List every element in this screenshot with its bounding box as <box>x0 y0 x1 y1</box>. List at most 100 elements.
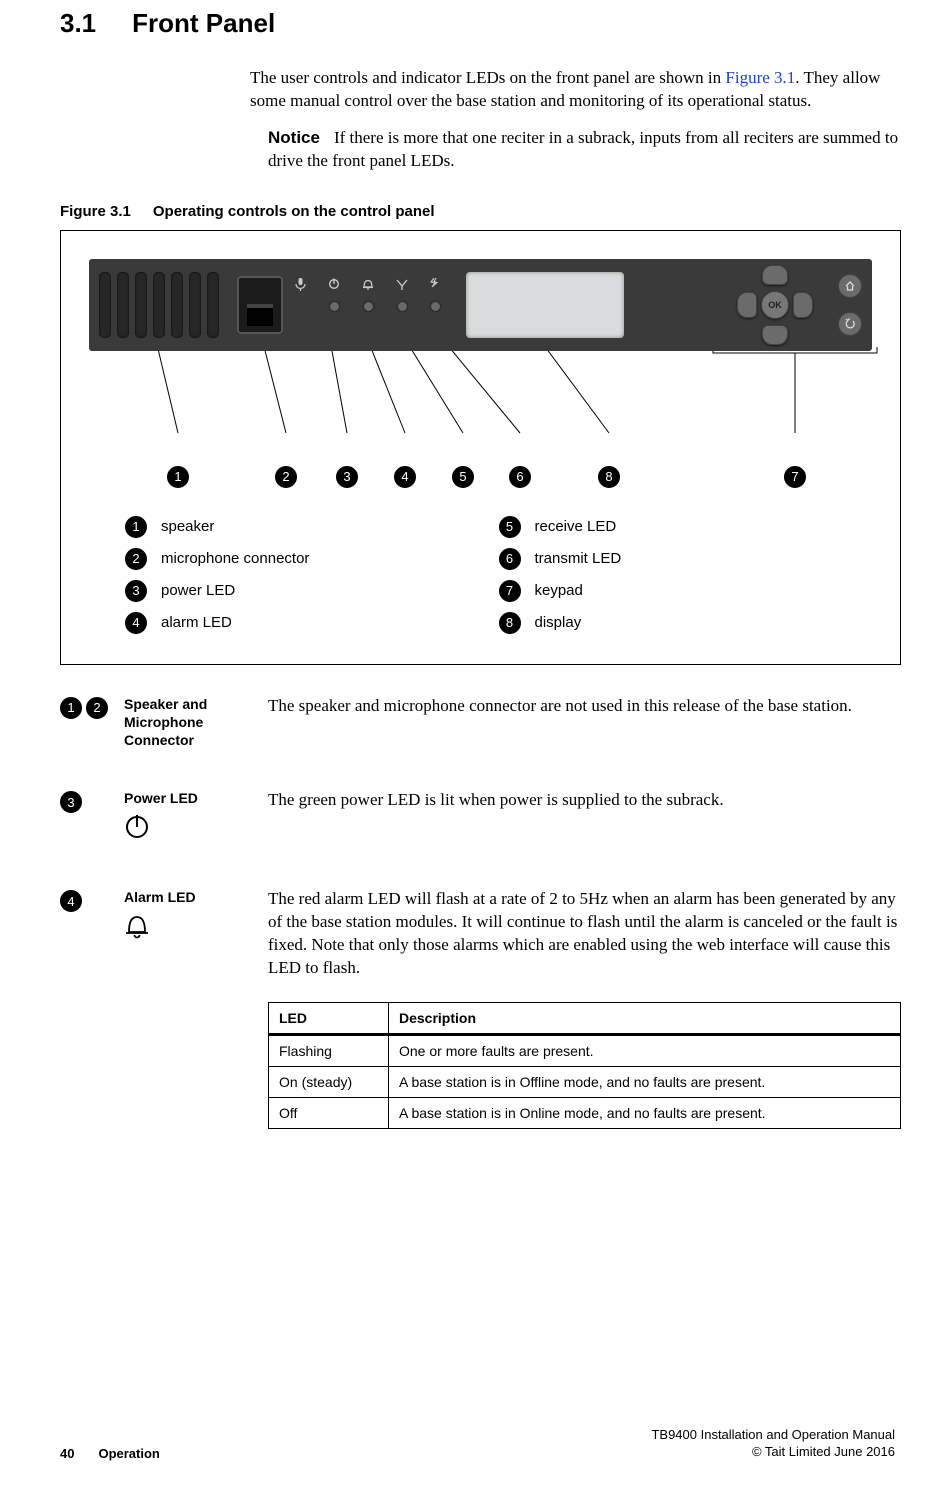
figure-legend: 1speaker 2 microphone connector 3 power LE… <box>89 516 872 644</box>
desc-text: The green power LED is lit when power is… <box>268 789 901 848</box>
legend-text: display <box>535 614 582 631</box>
legend-badge: 8 <box>499 612 521 634</box>
speaker-slot <box>171 272 183 338</box>
legend-badge: 4 <box>125 612 147 634</box>
intro-text-a: The user controls and indicator LEDs on … <box>250 68 725 87</box>
intro-paragraph: The user controls and indicator LEDs on … <box>250 67 901 113</box>
desc-alarm-led: 4 Alarm LED The red alarm LED will flash… <box>60 888 901 1129</box>
display-screen <box>466 272 624 338</box>
legend-badge: 7 <box>499 580 521 602</box>
figure-frame: OK <box>60 230 901 665</box>
desc-text: The red alarm LED will flash at a rate o… <box>268 888 901 1129</box>
callout-lines <box>89 347 889 457</box>
desc-label-text: Power LED <box>124 790 198 806</box>
legend-item: 1speaker <box>125 516 499 538</box>
notice-text: If there is more that one reciter in a s… <box>268 128 898 170</box>
speaker-slot <box>207 272 219 338</box>
legend-badge: 3 <box>125 580 147 602</box>
desc-ref-badge: 1 <box>60 697 82 719</box>
legend-item: 3 power LED <box>125 580 499 602</box>
notice-label: Notice <box>268 128 320 147</box>
receive-icon <box>396 278 408 292</box>
chapter-name: Operation <box>98 1446 159 1461</box>
callout-badge: 1 <box>167 466 189 488</box>
callout-badge: 2 <box>275 466 297 488</box>
speaker-slot <box>99 272 111 338</box>
callout-badge: 3 <box>336 466 358 488</box>
table-header: LED <box>269 1003 389 1035</box>
legend-item: 7 keypad <box>499 580 873 602</box>
keypad: OK <box>724 269 826 341</box>
alarm-icon <box>362 278 374 292</box>
dpad-down[interactable] <box>762 325 788 345</box>
callout-badge: 7 <box>784 466 806 488</box>
speaker-slot <box>117 272 129 338</box>
speaker-slot <box>135 272 147 338</box>
table-cell: Flashing <box>269 1035 389 1067</box>
table-cell: A base station is in Online mode, and no… <box>389 1098 901 1129</box>
legend-badge: 1 <box>125 516 147 538</box>
microphone-connector <box>237 276 283 334</box>
dpad-right[interactable] <box>793 292 813 318</box>
callout-number-row: 1 2 3 4 5 6 8 7 <box>89 466 872 490</box>
front-panel-device: OK <box>89 259 872 351</box>
speaker-slot <box>153 272 165 338</box>
table-cell: One or more faults are present. <box>389 1035 901 1067</box>
table-cell: Off <box>269 1098 389 1129</box>
legend-item: 5 receive LED <box>499 516 873 538</box>
legend-text: alarm LED <box>161 614 232 631</box>
legend-text: keypad <box>535 582 583 599</box>
table-cell: On (steady) <box>269 1067 389 1098</box>
back-button[interactable] <box>838 312 862 336</box>
figure-number: Figure 3.1 <box>60 203 131 220</box>
doc-title: TB9400 Installation and Operation Manual <box>651 1427 895 1444</box>
figure-caption: Figure 3.1Operating controls on the cont… <box>60 203 901 220</box>
desc-speaker-mic: 1 2 Speaker and Microphone Connector The… <box>60 695 901 750</box>
power-icon <box>124 814 254 849</box>
legend-badge: 2 <box>125 548 147 570</box>
dpad-left[interactable] <box>737 292 757 318</box>
desc-ref-badge: 4 <box>60 890 82 912</box>
receive-led <box>398 302 407 311</box>
callout-badge: 8 <box>598 466 620 488</box>
desc-ref-badge: 2 <box>86 697 108 719</box>
power-icon <box>328 278 340 292</box>
transmit-led <box>431 302 440 311</box>
notice-block: NoticeIf there is more that one reciter … <box>268 127 901 173</box>
dpad-up[interactable] <box>762 265 788 285</box>
figure-reference-link[interactable]: Figure 3.1 <box>725 68 795 87</box>
side-buttons <box>838 274 862 336</box>
callout-badge: 6 <box>509 466 531 488</box>
power-led <box>330 302 339 311</box>
led-row <box>305 272 440 338</box>
dpad: OK <box>735 265 815 345</box>
legend-text: receive LED <box>535 518 617 535</box>
legend-item: 2 microphone connector <box>125 548 499 570</box>
desc-label: Speaker and Microphone Connector <box>124 695 254 750</box>
desc-label: Power LED <box>124 789 254 848</box>
rj-jack <box>247 304 273 326</box>
legend-text: transmit LED <box>535 550 622 567</box>
table-row: Off A base station is in Online mode, an… <box>269 1098 901 1129</box>
speaker-slot <box>189 272 201 338</box>
legend-badge: 5 <box>499 516 521 538</box>
legend-text: microphone connector <box>161 550 309 567</box>
copyright: © Tait Limited June 2016 <box>651 1444 895 1461</box>
mic-icon <box>295 278 306 293</box>
bell-icon <box>124 912 254 949</box>
dpad-ok[interactable]: OK <box>761 291 789 319</box>
section-title: Front Panel <box>132 8 275 39</box>
transmit-icon <box>430 278 440 292</box>
desc-label: Alarm LED <box>124 888 254 1129</box>
legend-text: power LED <box>161 582 235 599</box>
table-header: Description <box>389 1003 901 1035</box>
speaker-grille <box>99 272 219 338</box>
desc-power-led: 3 Power LED The green power LED is lit w… <box>60 789 901 848</box>
table-cell: A base station is in Offline mode, and n… <box>389 1067 901 1098</box>
home-button[interactable] <box>838 274 862 298</box>
page-footer: 40 Operation TB9400 Installation and Ope… <box>60 1427 895 1461</box>
section-number: 3.1 <box>60 8 96 39</box>
callout-badge: 5 <box>452 466 474 488</box>
legend-item: 6transmit LED <box>499 548 873 570</box>
legend-item: 4 alarm LED <box>125 612 499 634</box>
